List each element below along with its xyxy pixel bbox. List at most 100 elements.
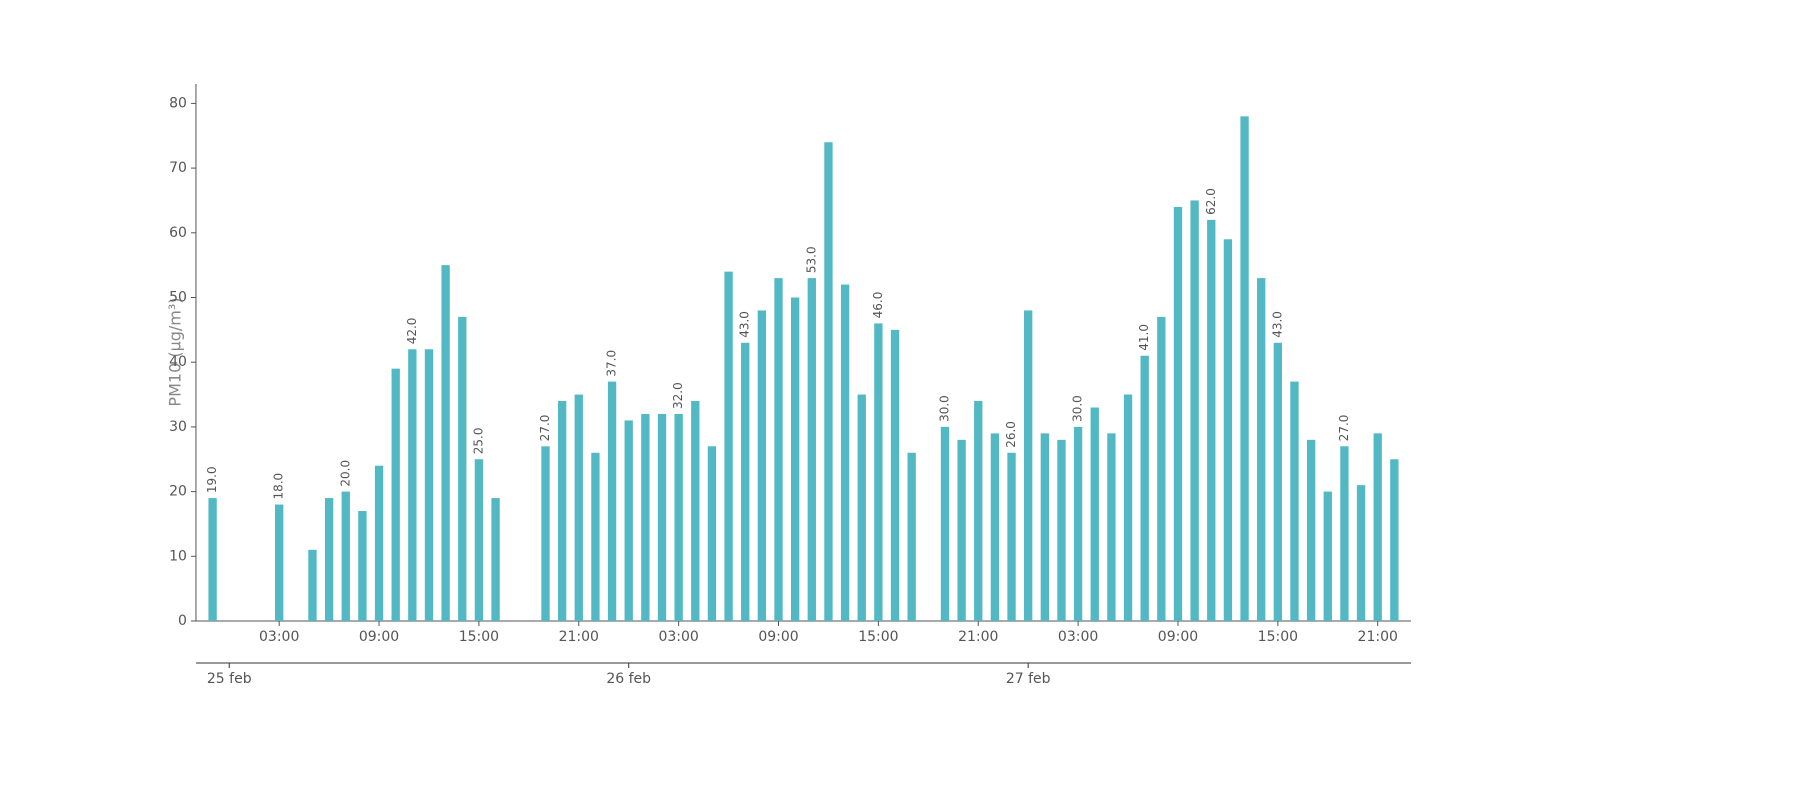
bar xyxy=(341,491,350,621)
bar xyxy=(757,310,767,621)
y-tick-label: 20 xyxy=(169,484,187,500)
value-label: 46.0 xyxy=(871,292,885,319)
y-tick-label: 70 xyxy=(169,160,187,176)
x-tick-label: 21:00 xyxy=(1358,629,1398,645)
y-tick-label: 50 xyxy=(169,290,187,306)
value-label: 43.0 xyxy=(738,311,752,338)
y-tick-label: 30 xyxy=(169,419,187,435)
date-tick-label: 27 feb xyxy=(1006,671,1051,687)
date-tick-label: 26 feb xyxy=(606,671,651,687)
bar xyxy=(1390,459,1399,621)
bar xyxy=(308,549,317,621)
value-label: 27.0 xyxy=(1337,415,1351,442)
bar xyxy=(1306,439,1316,621)
value-label: 25.0 xyxy=(471,428,485,455)
y-axis-label: PM10 (μg/m³) xyxy=(166,297,185,406)
x-tick-label: 09:00 xyxy=(359,629,399,645)
bar xyxy=(674,413,683,621)
bar xyxy=(1190,200,1199,621)
bar xyxy=(840,284,850,621)
value-label: 42.0 xyxy=(405,318,419,345)
x-tick-label: 03:00 xyxy=(259,629,299,645)
bar xyxy=(1157,316,1166,621)
bar xyxy=(391,368,400,621)
y-tick-label: 10 xyxy=(169,548,187,564)
value-label: 19.0 xyxy=(205,466,219,493)
bar xyxy=(1273,342,1283,621)
value-label: 26.0 xyxy=(1004,421,1018,448)
value-label: 18.0 xyxy=(272,473,286,500)
bar xyxy=(990,433,1000,621)
bar xyxy=(857,394,866,621)
bar xyxy=(358,511,367,621)
bar xyxy=(641,413,650,621)
bar xyxy=(208,498,217,621)
x-tick-label: 15:00 xyxy=(858,629,898,645)
bar xyxy=(691,401,700,621)
bar xyxy=(1257,278,1266,621)
bar xyxy=(1024,310,1033,621)
bar xyxy=(974,401,983,621)
value-label: 20.0 xyxy=(338,460,352,487)
bar xyxy=(441,265,450,621)
bar xyxy=(275,504,284,621)
value-label: 32.0 xyxy=(671,382,685,409)
value-label: 43.0 xyxy=(1270,311,1284,338)
bar xyxy=(1290,381,1299,621)
bar xyxy=(424,349,434,621)
bar xyxy=(374,465,384,621)
value-label: 30.0 xyxy=(1071,395,1085,422)
x-tick-label: 03:00 xyxy=(658,629,698,645)
x-tick-label: 21:00 xyxy=(958,629,998,645)
bar xyxy=(1173,206,1183,621)
bar xyxy=(1107,433,1116,621)
value-label: 41.0 xyxy=(1137,324,1151,351)
bar xyxy=(1140,355,1149,621)
bar xyxy=(1207,219,1216,621)
bar xyxy=(1057,439,1066,621)
bar xyxy=(607,381,617,621)
x-tick-label: 15:00 xyxy=(1258,629,1298,645)
bar xyxy=(741,342,750,621)
bar xyxy=(1123,394,1133,621)
value-label: 37.0 xyxy=(605,350,619,377)
bar xyxy=(1040,433,1049,621)
bar xyxy=(874,323,883,621)
bar xyxy=(1373,433,1382,621)
value-label: 53.0 xyxy=(804,246,818,273)
y-tick-label: 40 xyxy=(169,354,187,370)
bar xyxy=(458,316,467,621)
bar xyxy=(724,271,733,621)
bar xyxy=(890,329,900,621)
bar xyxy=(940,426,950,621)
x-tick-label: 09:00 xyxy=(758,629,798,645)
bar xyxy=(1323,491,1332,621)
x-tick-label: 21:00 xyxy=(559,629,599,645)
bar xyxy=(657,413,667,621)
bar xyxy=(408,349,417,621)
bar xyxy=(957,439,966,621)
value-label: 30.0 xyxy=(937,395,951,422)
bar xyxy=(574,394,583,621)
bar xyxy=(807,278,816,621)
y-tick-label: 80 xyxy=(169,95,187,111)
bar xyxy=(1007,452,1016,621)
bar xyxy=(541,446,550,621)
bar xyxy=(824,142,833,621)
bar xyxy=(1240,116,1249,621)
y-tick-label: 60 xyxy=(169,225,187,241)
bar xyxy=(1356,485,1366,621)
y-tick-label: 0 xyxy=(178,613,187,629)
bar xyxy=(324,498,334,621)
bar xyxy=(707,446,717,621)
bar xyxy=(624,420,633,621)
bar xyxy=(491,498,500,621)
bar xyxy=(790,297,800,621)
date-tick-label: 25 feb xyxy=(207,671,252,687)
bar xyxy=(774,278,783,621)
bar xyxy=(1073,426,1083,621)
x-tick-label: 03:00 xyxy=(1058,629,1098,645)
bar xyxy=(1223,239,1233,622)
bar xyxy=(591,452,600,621)
